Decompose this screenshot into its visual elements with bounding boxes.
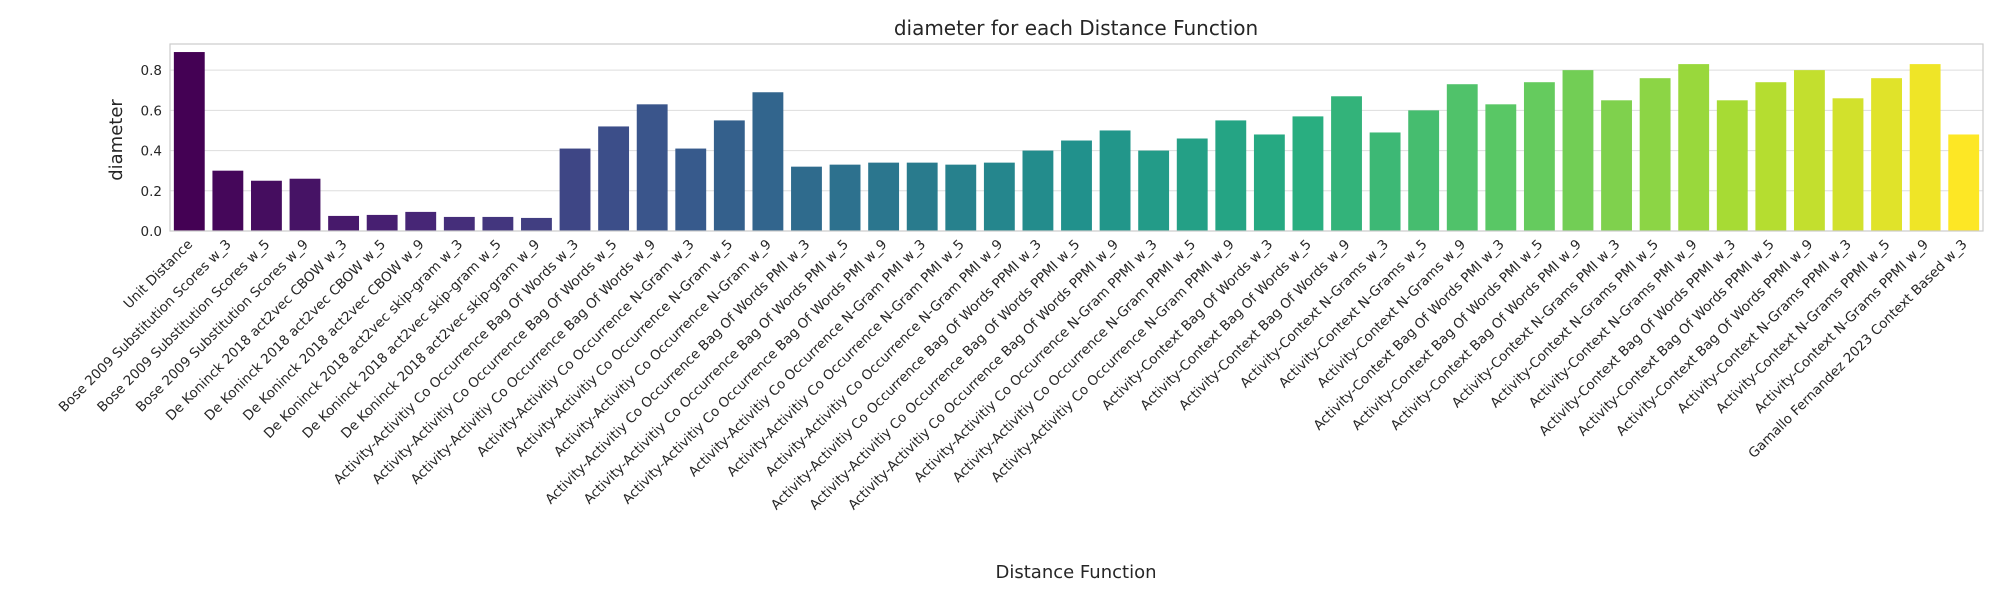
- bar: [1871, 78, 1902, 231]
- bar: [482, 216, 514, 231]
- bar: [1292, 116, 1324, 231]
- bar: [752, 92, 784, 232]
- plot-frame: [169, 43, 1984, 232]
- y-tick-label: 0.0: [141, 224, 162, 240]
- bar: [443, 216, 475, 231]
- bar: [713, 120, 745, 231]
- bar: [328, 215, 360, 231]
- x-axis-label: Distance Function: [996, 562, 1157, 583]
- bars: [173, 52, 1980, 232]
- bar: [1909, 64, 1941, 231]
- bar: [1639, 78, 1671, 231]
- bar: [251, 180, 282, 231]
- bar: [829, 164, 861, 231]
- bar: [1601, 100, 1632, 231]
- bar: [212, 170, 244, 231]
- y-tick-labels: 0.0 0.2 0.4 0.6 0.8: [141, 63, 162, 240]
- bar: [1215, 120, 1247, 231]
- y-tick-label: 0.8: [141, 63, 162, 79]
- bar: [1176, 138, 1208, 231]
- bar: [675, 148, 707, 231]
- bar: [1408, 110, 1440, 231]
- bar: [405, 211, 437, 231]
- bar: [1755, 82, 1787, 231]
- bar: [173, 52, 205, 231]
- bar: [1832, 98, 1864, 232]
- bar: [1485, 104, 1517, 231]
- bar: [868, 162, 900, 231]
- bar: [366, 214, 398, 231]
- bar: [945, 164, 977, 231]
- bar: [906, 162, 938, 231]
- y-tick-label: 0.2: [141, 184, 162, 200]
- bar: [1099, 130, 1131, 231]
- bar: [521, 217, 552, 231]
- bar: [791, 166, 822, 231]
- bar: [1369, 132, 1401, 231]
- bar: [1948, 134, 1980, 231]
- y-axis-label: diameter: [106, 99, 127, 181]
- bar: [1331, 96, 1362, 231]
- bar: [1061, 140, 1092, 231]
- bar: [636, 104, 668, 231]
- y-tick-label: 0.6: [141, 103, 162, 119]
- bar: [1678, 64, 1710, 231]
- bar: [983, 162, 1015, 231]
- bar: [1022, 150, 1054, 231]
- bar: [598, 126, 630, 231]
- bar: [1523, 82, 1555, 231]
- chart-title: diameter for each Distance Function: [894, 16, 1258, 40]
- bar: [1446, 84, 1478, 231]
- bar: [1716, 100, 1748, 231]
- bar: [1138, 150, 1170, 231]
- y-tick-label: 0.4: [141, 144, 162, 160]
- bar: [1253, 134, 1285, 231]
- bar: [559, 148, 591, 231]
- bar: [1562, 70, 1594, 231]
- bar: [289, 178, 321, 231]
- bar: [1793, 70, 1825, 231]
